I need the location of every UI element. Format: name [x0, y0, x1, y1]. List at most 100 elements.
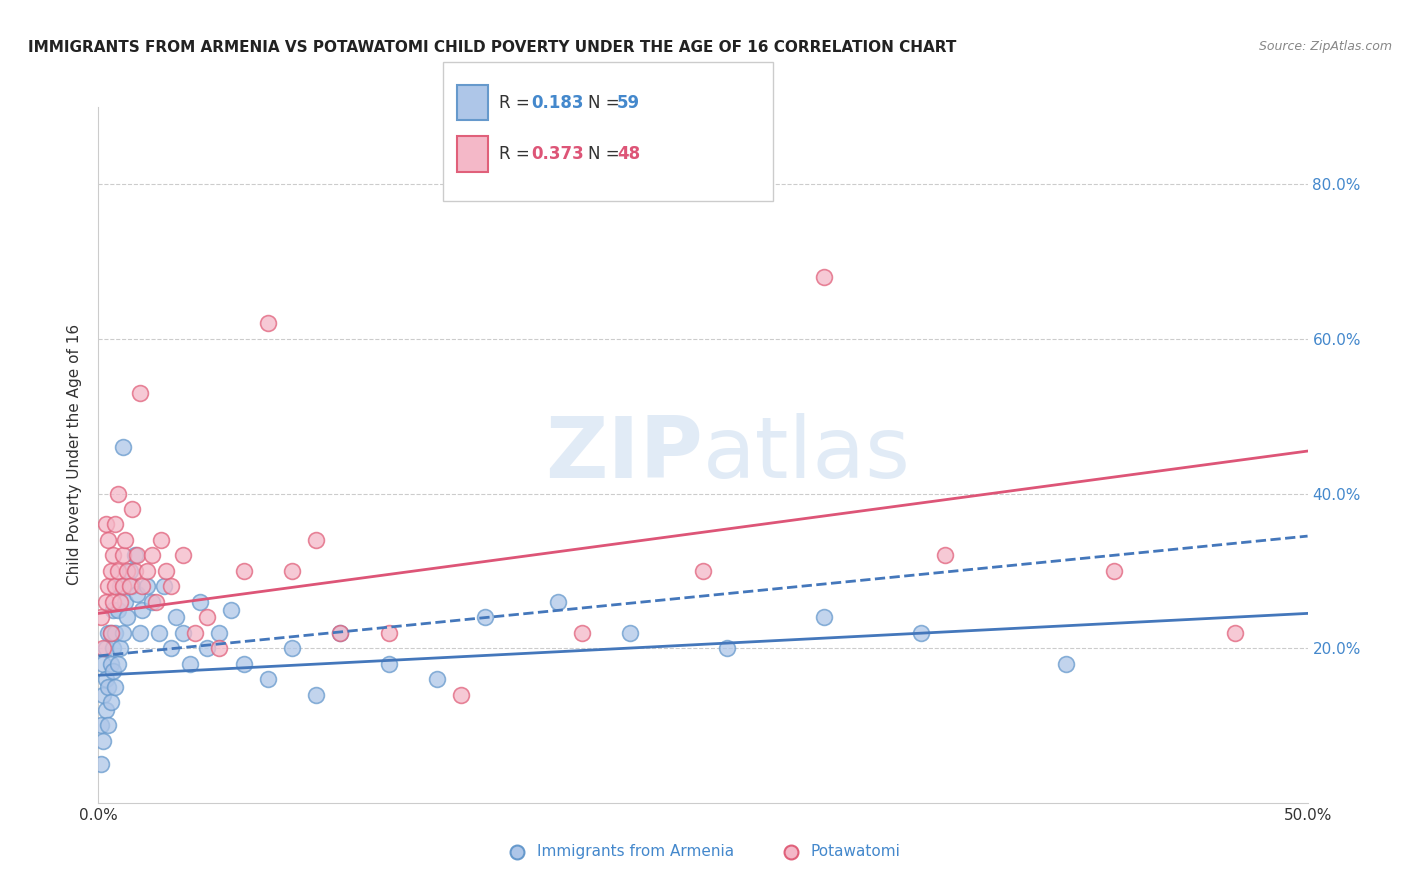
Point — [104, 680, 127, 694]
Point — [221, 602, 243, 616]
Text: N =: N = — [588, 94, 624, 112]
Point — [188, 595, 211, 609]
Point — [121, 502, 143, 516]
Point — [160, 579, 183, 593]
Point — [450, 688, 472, 702]
Point — [108, 641, 131, 656]
Point — [426, 672, 449, 686]
Point — [1102, 564, 1125, 578]
Point — [90, 610, 112, 624]
Point — [100, 695, 122, 709]
Point — [101, 602, 124, 616]
Point — [127, 549, 149, 563]
Point — [571, 625, 593, 640]
Point — [91, 657, 114, 671]
Point — [108, 595, 131, 609]
Point — [131, 602, 153, 616]
Point — [107, 486, 129, 500]
Text: atlas: atlas — [703, 413, 911, 497]
Point — [195, 641, 218, 656]
Y-axis label: Child Poverty Under the Age of 16: Child Poverty Under the Age of 16 — [67, 325, 83, 585]
Point — [141, 595, 163, 609]
Point — [94, 703, 117, 717]
Text: R =: R = — [499, 94, 536, 112]
Text: 59: 59 — [617, 94, 640, 112]
Point — [117, 610, 139, 624]
Point — [179, 657, 201, 671]
Point — [111, 625, 134, 640]
Point — [97, 579, 120, 593]
Point — [107, 564, 129, 578]
Point — [281, 641, 304, 656]
Point — [117, 564, 139, 578]
Point — [104, 579, 127, 593]
Text: Source: ZipAtlas.com: Source: ZipAtlas.com — [1258, 40, 1392, 54]
Point — [172, 625, 194, 640]
Point — [94, 672, 117, 686]
Point — [128, 386, 150, 401]
Point — [101, 549, 124, 563]
Point — [104, 517, 127, 532]
Point — [91, 734, 114, 748]
Point — [910, 625, 932, 640]
Point — [101, 595, 124, 609]
Point — [101, 641, 124, 656]
Point — [208, 625, 231, 640]
Point — [100, 625, 122, 640]
Point — [90, 757, 112, 772]
Point — [474, 610, 496, 624]
Point — [184, 625, 207, 640]
Point — [97, 680, 120, 694]
Point — [145, 595, 167, 609]
Point — [131, 579, 153, 593]
Point — [94, 595, 117, 609]
Point — [934, 549, 956, 563]
Point — [619, 625, 641, 640]
Point — [165, 610, 187, 624]
Text: 0.373: 0.373 — [531, 145, 585, 163]
Point — [94, 641, 117, 656]
Point — [172, 549, 194, 563]
Point — [124, 549, 146, 563]
Point — [100, 564, 122, 578]
Point — [208, 641, 231, 656]
Point — [124, 564, 146, 578]
Point — [114, 595, 136, 609]
Point — [100, 657, 122, 671]
Point — [329, 625, 352, 640]
Point — [104, 625, 127, 640]
Point — [107, 657, 129, 671]
Point — [813, 610, 835, 624]
Point — [148, 625, 170, 640]
Point — [150, 533, 173, 547]
Point — [692, 564, 714, 578]
Point — [108, 579, 131, 593]
Text: 48: 48 — [617, 145, 640, 163]
Point — [91, 688, 114, 702]
Point — [232, 657, 254, 671]
Point — [1054, 657, 1077, 671]
Point — [121, 579, 143, 593]
Point — [111, 579, 134, 593]
Point — [305, 688, 328, 702]
Text: R =: R = — [499, 145, 536, 163]
Point — [101, 665, 124, 679]
Point — [256, 672, 278, 686]
Text: ZIP: ZIP — [546, 413, 703, 497]
Point — [281, 564, 304, 578]
Point — [135, 564, 157, 578]
Point — [127, 587, 149, 601]
Point — [1223, 625, 1246, 640]
Point — [155, 564, 177, 578]
Point — [94, 517, 117, 532]
Point — [118, 564, 141, 578]
Point — [195, 610, 218, 624]
Point — [97, 533, 120, 547]
Point — [256, 317, 278, 331]
Text: IMMIGRANTS FROM ARMENIA VS POTAWATOMI CHILD POVERTY UNDER THE AGE OF 16 CORRELAT: IMMIGRANTS FROM ARMENIA VS POTAWATOMI CH… — [28, 40, 956, 55]
Point — [128, 625, 150, 640]
Point — [118, 579, 141, 593]
Point — [160, 641, 183, 656]
Point — [107, 602, 129, 616]
Text: 0.183: 0.183 — [531, 94, 583, 112]
